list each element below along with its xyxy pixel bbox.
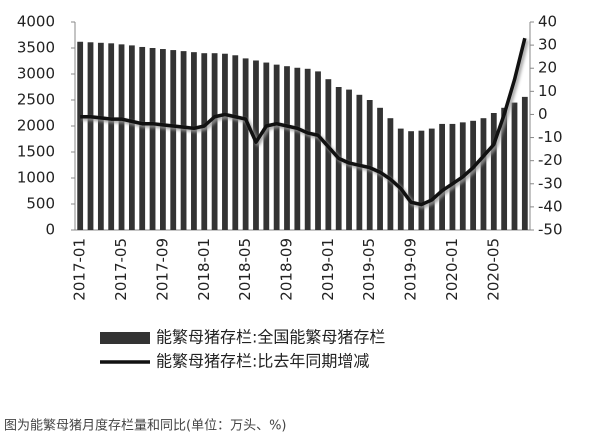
bar [211,53,218,231]
y-tick-label: 4000 [17,13,55,31]
y-tick-label: 3000 [17,65,55,83]
bar [315,71,321,231]
bar [480,118,487,230]
bar [428,128,435,230]
bar [232,55,239,230]
bar [439,123,445,230]
bar [242,58,249,231]
bar [191,52,197,230]
bar [108,43,115,230]
y2-tick-label: -40 [538,197,563,215]
bar [418,130,425,230]
bar [97,42,104,230]
bar [77,41,84,231]
y-tick-label: 1500 [17,143,55,161]
bar [160,49,166,230]
bar [449,123,456,230]
x-tick-label: 2018-09 [277,238,295,301]
x-tick-label: 2017-05 [112,238,130,301]
bar [253,60,259,231]
y-tick-label: 2000 [17,117,55,135]
bar [118,44,125,230]
bar [180,51,187,231]
x-tick-label: 2019-09 [402,238,420,301]
bar [304,68,311,230]
bar [501,107,508,230]
y2-tick-label: 20 [538,59,557,77]
x-tick-label: 2019-01 [319,238,337,301]
y-tick-label: 500 [26,195,55,213]
y-tick-label: 1000 [17,169,55,187]
bar [490,113,497,230]
bar [263,62,270,231]
y2-tick-label: 10 [538,82,557,100]
line [80,37,527,207]
y2-tick-label: -50 [538,221,563,239]
bar [470,120,477,230]
x-tick-label: 2017-09 [153,238,171,301]
y-tick-label: 0 [45,221,55,239]
bar [511,102,518,230]
bar [170,50,177,230]
caption: 图为能繁母猪月度存栏量和同比(单位：万头、%) [4,418,287,434]
bar [222,53,228,230]
bar [521,96,528,230]
y2-tick-label: -10 [538,128,563,146]
bar [325,79,332,230]
bar [397,128,404,230]
bar [408,131,414,230]
bar [139,46,146,231]
legend-label: 能繁母猪存栏:比去年同期增减 [156,352,369,371]
legend-swatch [100,332,150,344]
y-tick-label: 2500 [17,91,55,109]
y2-tick-label: 30 [538,36,557,54]
bar [284,66,290,230]
bar [366,100,373,230]
x-tick-label: 2017-01 [71,238,89,301]
y-tick-label: 3500 [17,39,55,57]
bar [387,118,394,230]
y2-tick-label: 40 [538,13,557,31]
bar [273,64,280,230]
bar [149,48,156,230]
y2-tick-label: 0 [538,105,548,123]
x-tick-label: 2019-05 [360,238,378,301]
bar [346,89,352,230]
legend-label: 能繁母猪存栏:全国能繁母猪存栏 [156,328,385,347]
x-tick-label: 2018-05 [236,238,254,301]
y2-tick-label: -30 [538,174,563,192]
bar [128,45,135,231]
x-tick-label: 2020-01 [443,238,461,301]
bar [201,53,208,231]
x-tick-label: 2018-01 [195,238,213,301]
y2-tick-label: -20 [538,151,563,169]
bar [294,67,301,230]
x-tick-label: 2020-05 [484,238,502,301]
bar [87,42,94,230]
bar [377,107,383,230]
bar [356,94,363,230]
